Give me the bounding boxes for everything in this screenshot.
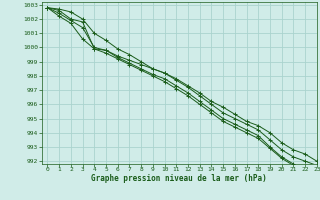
X-axis label: Graphe pression niveau de la mer (hPa): Graphe pression niveau de la mer (hPa) (91, 174, 267, 183)
